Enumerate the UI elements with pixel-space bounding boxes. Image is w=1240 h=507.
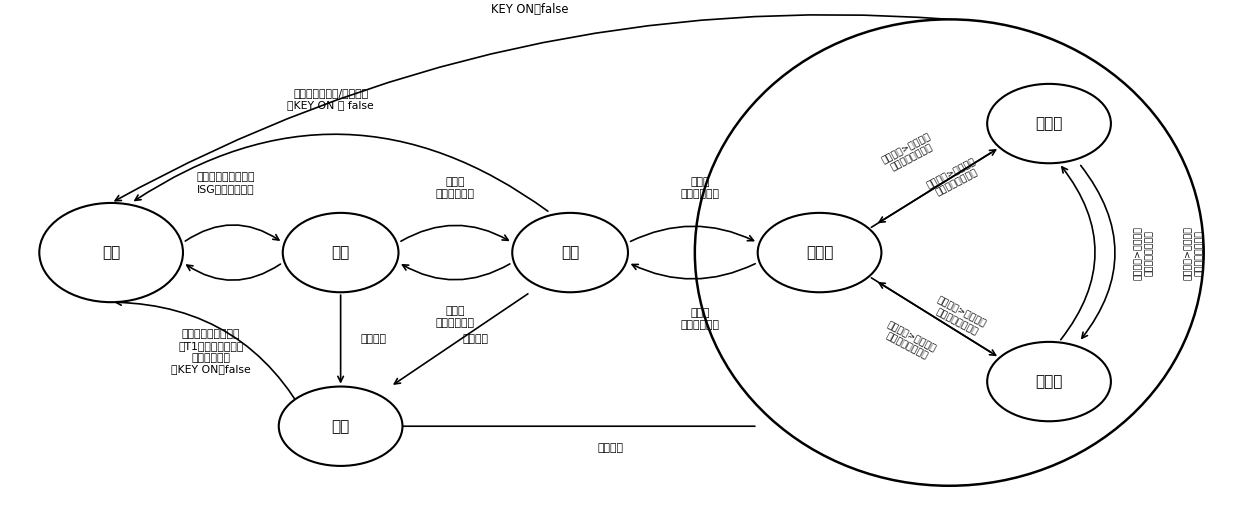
Text: 发动机处于停机状态
或T1时间后发动机仍
处于起动状态
或KEY ON为false: 发动机处于停机状态 或T1时间后发动机仍 处于起动状态 或KEY ON为fals… [171, 330, 250, 374]
Text: 发动机
处于发电状态: 发动机 处于发电状态 [681, 177, 719, 199]
Text: 输出电压>需求电压
或恒电压控制模式: 输出电压>需求电压 或恒电压控制模式 [1184, 226, 1203, 279]
Text: 停机故障: 停机故障 [596, 443, 622, 453]
Text: 发动机
处于怠速状态: 发动机 处于怠速状态 [436, 306, 475, 328]
Text: 停机故障: 停机故障 [361, 334, 387, 344]
Ellipse shape [40, 203, 184, 302]
Ellipse shape [279, 386, 403, 466]
Text: 发动机处于停机/起动状态
或KEY ON 为 false: 发动机处于停机/起动状态 或KEY ON 为 false [288, 88, 374, 110]
Text: 起动: 起动 [331, 245, 350, 260]
Text: 停机: 停机 [102, 245, 120, 260]
Text: 输出功率>需求功率
且恒功率控制模式: 输出功率>需求功率 且恒功率控制模式 [931, 296, 987, 338]
Ellipse shape [283, 213, 398, 292]
Text: 恒电压: 恒电压 [1035, 116, 1063, 131]
Text: 怠速: 怠速 [560, 245, 579, 260]
Text: 故障: 故障 [331, 419, 350, 433]
Ellipse shape [512, 213, 627, 292]
Text: 发动机
处于怠速状态: 发动机 处于怠速状态 [681, 308, 719, 330]
Text: 输出电压>需求电压
或恒电压控制模式: 输出电压>需求电压 或恒电压控制模式 [926, 157, 982, 199]
Text: 恒电流: 恒电流 [1035, 374, 1063, 389]
Text: 输出电流>需求电流
或恒电流控制模式: 输出电流>需求电流 或恒电流控制模式 [1135, 226, 1153, 279]
Text: 停机故障: 停机故障 [463, 334, 489, 344]
Text: 输出功率>需求功率
且恒功率控制模式: 输出功率>需求功率 且恒功率控制模式 [880, 132, 937, 174]
Ellipse shape [987, 342, 1111, 421]
Text: 发动机
处于怠速状态: 发动机 处于怠速状态 [436, 177, 475, 199]
Ellipse shape [987, 84, 1111, 163]
Text: 输出电流>需求电流
或恒电流控制模式: 输出电流>需求电流 或恒电流控制模式 [880, 320, 937, 363]
Text: 恒功率: 恒功率 [806, 245, 833, 260]
Ellipse shape [758, 213, 882, 292]
Text: KEY ON为false: KEY ON为false [491, 3, 569, 16]
Text: 发动机处于停机状态
ISG处于电动状态: 发动机处于停机状态 ISG处于电动状态 [197, 172, 255, 194]
